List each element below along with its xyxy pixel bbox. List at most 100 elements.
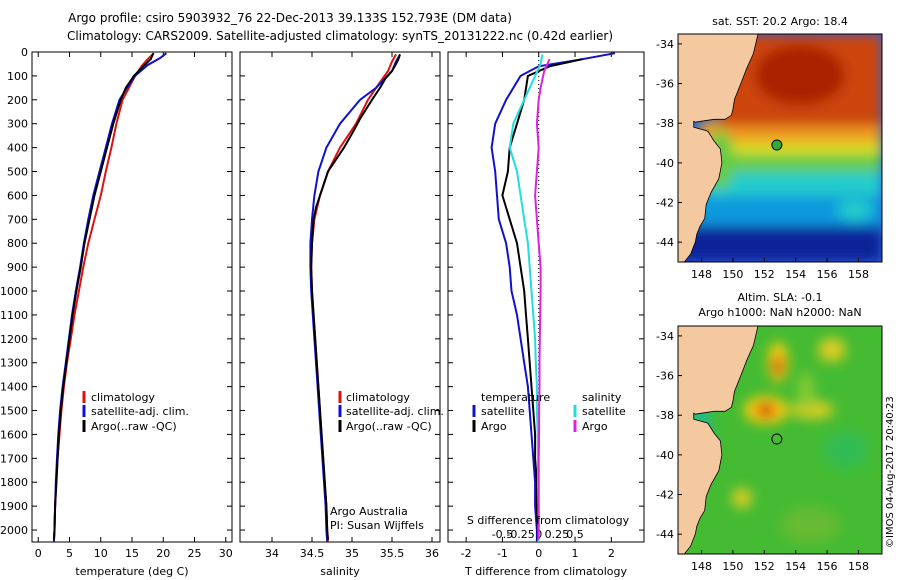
y-tick-label: 1500 [0, 405, 28, 418]
map-y-tick-label: -34 [656, 38, 674, 51]
map-y-tick-label: -44 [656, 528, 674, 541]
sla-high-north-core [773, 356, 783, 376]
legend-label-satellite: satellite-adj. clim. [91, 405, 189, 418]
series-t-satellite [490, 52, 616, 542]
y-tick-label: 1200 [0, 333, 28, 346]
x-top-tick-label: 0.5 [566, 528, 584, 541]
map-x-tick-label: 148 [691, 560, 712, 573]
map-y-tick-label: -44 [656, 236, 674, 249]
y-tick-label: 1400 [0, 381, 28, 394]
x-tick-label: 35 [345, 547, 359, 560]
difference-series [490, 52, 616, 542]
salinity-annotation-line-2: PI: Susan Wijffels [330, 519, 424, 532]
map-y-tick-label: -36 [656, 370, 674, 383]
sla-map-frame [677, 325, 883, 555]
sst-map-ticks: 148 150 152 154 156 158 -34 -36 -38 -40 -42 -44 [656, 38, 869, 281]
y-tick-label: 300 [7, 118, 28, 131]
difference-ticks: -2 -1 0 1 2-0.5-0.25 0 0.250.5 [448, 51, 644, 560]
sst-map-field [678, 34, 882, 262]
map-y-tick-label: -40 [656, 157, 674, 170]
temperature-xlabel: temperature (deg C) [75, 565, 188, 578]
legend-label-s-argo: Argo [582, 420, 608, 433]
x-tick-label: 10 [94, 547, 108, 560]
series-argo-raw-qc- [310, 54, 401, 540]
map-y-tick-label: -38 [656, 117, 674, 130]
salinity-panel: 34 34.5 35 35.5 36 salinity climatology sate… [239, 51, 444, 578]
salinity-axes-frame [239, 51, 441, 543]
legend-label-argo: Argo(..raw -QC) [91, 420, 177, 433]
series-s-argo [534, 58, 551, 540]
sla-high-center-core [756, 403, 776, 417]
y-tick-label: 1700 [0, 452, 28, 465]
x-tick-label: 34.5 [300, 547, 325, 560]
sla-map-title-1: Altim. SLA: -0.1 [737, 291, 822, 304]
y-tick-label: 800 [7, 237, 28, 250]
legend-label-t-argo: Argo [481, 420, 507, 433]
map-x-tick-label: 154 [785, 268, 806, 281]
x-tick-label: 34 [265, 547, 279, 560]
y-tick-label: 1000 [0, 285, 28, 298]
legend-label-t-satellite: satellite [481, 405, 525, 418]
temperature-legend: climatology satellite-adj. clim. Argo(..… [82, 391, 189, 433]
x-tick-label: -1 [497, 547, 508, 560]
y-tick-label: 2000 [0, 524, 28, 537]
series-t-argo [501, 58, 583, 540]
y-tick-label: 500 [7, 166, 28, 179]
salinity-legend: climatology satellite-adj. clim. Argo(..… [338, 391, 444, 433]
sla-map-ticks: 148 150 152 154 156 158 -34 -36 -38 -40 -42 -44 [656, 330, 869, 573]
legend-label-satellite: satellite-adj. clim. [346, 405, 444, 418]
legend-label-argo: Argo(..raw -QC) [346, 420, 432, 433]
x-tick-label: 25 [188, 547, 202, 560]
temperature-axes-frame [31, 51, 233, 543]
sla-map-field [678, 326, 882, 554]
x-tick-label: 36 [425, 547, 439, 560]
map-y-tick-label: -38 [656, 409, 674, 422]
y-tick-label: 1300 [0, 357, 28, 370]
difference-xlabel-bottom: T difference from climatology [464, 565, 627, 578]
title-line-1: Argo profile: csiro 5903932_76 22-Dec-20… [68, 11, 512, 25]
x-tick-label: 2 [608, 547, 615, 560]
map-y-tick-label: -34 [656, 330, 674, 343]
sst-eddy-core [755, 45, 845, 105]
series-satellite-adj-clim- [52, 52, 168, 542]
map-x-tick-label: 150 [722, 268, 743, 281]
map-x-tick-label: 158 [848, 560, 869, 573]
map-x-tick-label: 156 [817, 560, 838, 573]
temperature-panel: 0100200300400500600700800900100011001200… [0, 46, 233, 578]
sst-map-panel: sat. SST: 20.2 Argo: 18.4 148 150 152 154 15… [656, 15, 883, 281]
imos-caption: ©IMOS 04-Aug-2017 20:40:23 [885, 396, 896, 548]
sla-land [678, 326, 759, 554]
y-tick-label: 700 [7, 213, 28, 226]
sla-ridge-link [798, 372, 814, 412]
x-top-tick-label: -0.25 [506, 528, 534, 541]
map-y-tick-label: -42 [656, 489, 674, 502]
difference-legend: temperature salinity satellite Argo sate… [472, 391, 626, 433]
sst-argo-marker [771, 139, 783, 151]
x-tick-label: 0 [535, 547, 542, 560]
difference-panel: -2 -1 0 1 2-0.5-0.25 0 0.250.5 T difference fr… [447, 51, 645, 578]
sst-land [678, 34, 759, 262]
salinity-xlabel: salinity [320, 565, 360, 578]
y-tick-label: 1600 [0, 428, 28, 441]
map-x-tick-label: 154 [785, 560, 806, 573]
y-tick-label: 100 [7, 70, 28, 83]
map-x-tick-label: 158 [848, 268, 869, 281]
y-tick-label: 1900 [0, 500, 28, 513]
y-tick-label: 600 [7, 189, 28, 202]
map-x-tick-label: 156 [817, 268, 838, 281]
x-tick-label: 20 [156, 547, 170, 560]
map-x-tick-label: 152 [754, 560, 775, 573]
x-tick-label: 5 [66, 547, 73, 560]
x-top-tick-label: -0.5 [492, 528, 513, 541]
difference-xlabel-top: S difference from climatology [467, 514, 630, 527]
title-line-2: Climatology: CARS2009. Satellite-adjuste… [67, 29, 613, 43]
legend-label-climatology: climatology [91, 391, 155, 404]
legend-label-s-satellite: satellite [582, 405, 626, 418]
legend-label-climatology: climatology [346, 391, 410, 404]
y-tick-label: 200 [7, 94, 28, 107]
legend-title-temperature: temperature [481, 391, 550, 404]
sla-map-title-2: Argo h1000: NaN h2000: NaN [698, 306, 861, 319]
x-tick-label: -2 [461, 547, 472, 560]
sst-map-frame [677, 33, 883, 263]
